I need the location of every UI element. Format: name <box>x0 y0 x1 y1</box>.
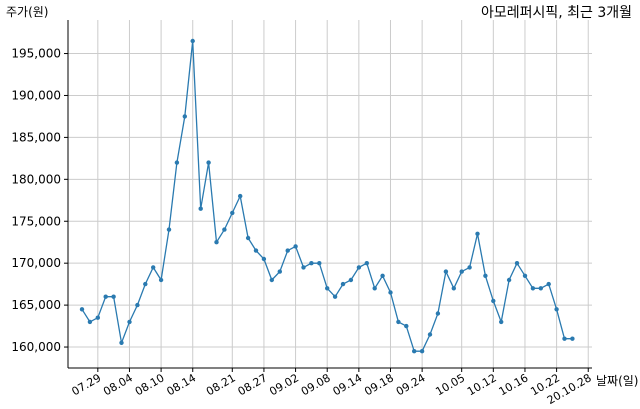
y-tick-label: 160,000 <box>11 340 61 354</box>
x-tick-label: 09.18 <box>362 371 396 398</box>
price-point <box>301 265 306 270</box>
price-point <box>253 248 259 253</box>
price-series <box>79 38 575 354</box>
price-point <box>483 273 488 278</box>
x-tick-label: 07.29 <box>70 371 104 398</box>
price-point <box>546 281 551 287</box>
price-point <box>206 160 211 165</box>
x-tick-label: 09.08 <box>299 371 333 398</box>
price-point <box>127 319 132 325</box>
price-point <box>293 244 298 249</box>
price-point <box>554 307 559 312</box>
price-point <box>570 336 575 341</box>
price-point <box>435 311 441 316</box>
price-point <box>214 240 219 245</box>
price-point <box>412 349 417 354</box>
y-tick-label: 185,000 <box>11 130 61 144</box>
price-point <box>332 294 338 299</box>
x-tick-label: 10.12 <box>465 371 499 398</box>
price-point <box>364 261 369 266</box>
price-point <box>174 160 180 165</box>
price-point <box>538 286 543 291</box>
price-point <box>348 277 354 283</box>
price-point <box>158 277 164 283</box>
price-point <box>119 340 124 345</box>
price-point <box>285 248 290 253</box>
price-point <box>309 261 314 266</box>
price-point <box>198 206 203 211</box>
price-point <box>143 281 148 287</box>
x-tick-label: 09.14 <box>331 371 365 398</box>
x-tick-label: 08.14 <box>164 371 198 398</box>
price-point <box>87 319 93 325</box>
price-point <box>182 114 187 119</box>
y-tick-label: 175,000 <box>11 214 61 228</box>
price-point <box>475 231 480 236</box>
price-point <box>325 286 330 291</box>
price-point <box>506 277 512 283</box>
y-axis-label: 주가(원) <box>6 5 48 19</box>
x-tick-label: 10.16 <box>497 371 531 398</box>
y-tick-label: 180,000 <box>11 172 61 186</box>
price-point <box>135 302 140 308</box>
price-point <box>340 281 346 287</box>
price-point <box>151 265 156 270</box>
price-point <box>459 269 464 274</box>
x-tick-label: 09.02 <box>267 371 301 398</box>
chart-title: 아모레퍼시픽, 최근 3개월 <box>481 5 632 21</box>
price-point <box>514 261 520 266</box>
price-point <box>103 294 108 299</box>
x-tick-label: 10.05 <box>433 371 467 398</box>
price-point <box>269 277 274 283</box>
y-tick-labels: 160,000 165,000 170,000 175,000 180,000 185,0… <box>11 47 61 354</box>
x-tick-label: 08.27 <box>236 371 270 398</box>
price-point <box>404 323 409 329</box>
price-point <box>277 269 282 274</box>
price-point <box>190 38 195 44</box>
price-point <box>238 193 243 199</box>
price-point <box>317 261 322 266</box>
gridlines <box>64 20 592 372</box>
y-tick-label: 165,000 <box>11 298 61 312</box>
price-point <box>111 294 116 299</box>
price-point <box>419 349 425 354</box>
y-tick-label: 190,000 <box>11 88 61 102</box>
price-point <box>372 286 377 291</box>
price-point <box>427 332 433 337</box>
x-tick-label: 08.04 <box>101 371 135 398</box>
price-point <box>388 290 393 295</box>
price-point <box>356 265 362 270</box>
price-point <box>222 227 227 232</box>
x-tick-label: 09.24 <box>394 371 428 398</box>
price-point <box>522 273 528 278</box>
price-point <box>261 256 267 262</box>
x-tick-label: 08.10 <box>133 371 167 398</box>
price-point <box>95 315 101 320</box>
price-point <box>562 336 567 341</box>
price-point <box>467 265 472 270</box>
price-point <box>499 319 504 325</box>
price-point <box>79 307 85 312</box>
price-point <box>530 286 536 291</box>
x-tick-label: 08.21 <box>204 371 238 398</box>
price-point <box>380 273 385 278</box>
price-point <box>230 210 235 216</box>
y-tick-label: 195,000 <box>11 47 61 61</box>
price-point <box>491 298 496 304</box>
y-tick-label: 170,000 <box>11 256 61 270</box>
axes <box>67 20 592 369</box>
price-point <box>443 269 449 274</box>
price-point <box>451 286 456 291</box>
price-point <box>245 235 251 241</box>
price-point <box>166 227 172 232</box>
x-axis-label: 날짜(일) <box>596 374 638 388</box>
price-point <box>396 319 401 325</box>
